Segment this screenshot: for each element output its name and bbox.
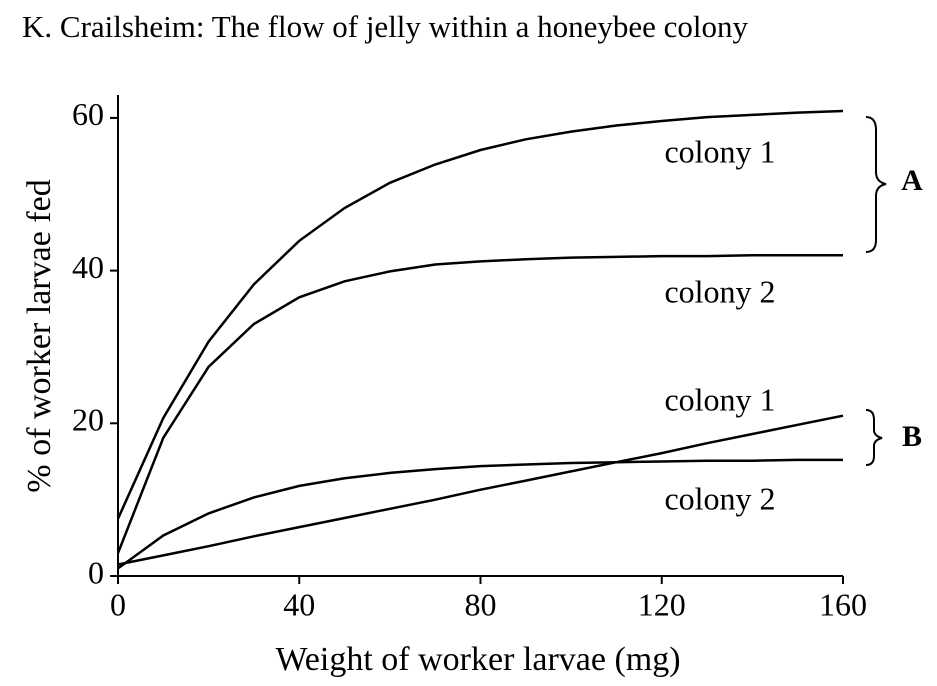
group-label: A xyxy=(901,164,923,197)
line xyxy=(117,414,844,566)
x-tick-label: 120 xyxy=(638,586,686,622)
y-axis-label: % of worker larvae fed xyxy=(21,179,58,492)
x-tick-label: 40 xyxy=(283,586,315,622)
page-title: K. Crailsheim: The flow of jelly within … xyxy=(22,9,749,44)
y-tick-label: 60 xyxy=(72,96,104,132)
x-tick-label: 80 xyxy=(465,586,497,622)
series-label: colony 1 xyxy=(664,133,775,169)
group-label: B xyxy=(902,420,922,453)
y-tick-label: 0 xyxy=(88,554,104,590)
series-label: colony 2 xyxy=(664,273,775,309)
line xyxy=(116,254,843,554)
line xyxy=(117,458,843,570)
brace xyxy=(865,116,887,253)
series-label: colony 1 xyxy=(664,381,775,417)
brace xyxy=(865,409,883,466)
line xyxy=(116,109,844,520)
y-tick-label: 40 xyxy=(72,249,104,285)
x-tick-label: 160 xyxy=(819,586,867,622)
x-axis-label: Weight of worker larvae (mg) xyxy=(275,641,680,678)
series-label: colony 2 xyxy=(664,480,775,516)
y-tick-label: 20 xyxy=(72,402,104,438)
x-tick-label: 0 xyxy=(110,586,126,622)
